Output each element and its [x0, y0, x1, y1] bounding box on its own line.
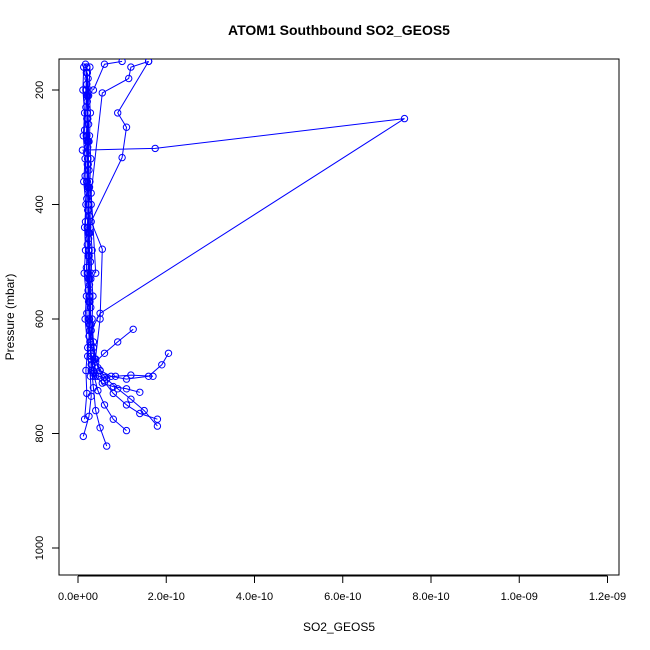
x-axis: 0.0e+00 2.0e-10 4.0e-10 6.0e-10 8.0e-10 1.0e-…: [58, 575, 626, 603]
data-point: [84, 200, 92, 209]
data-point: [153, 415, 162, 423]
series-11: [78, 114, 409, 375]
data-point: [136, 388, 144, 396]
data-point: [96, 315, 104, 323]
data-point: [109, 382, 118, 391]
series-line: [90, 61, 150, 377]
data-point: [98, 245, 107, 253]
data-point: [98, 89, 107, 97]
x-tick-label: 8.0e-10: [412, 591, 449, 603]
x-tick-label: 4.0e-10: [236, 591, 273, 603]
data-point: [84, 223, 92, 232]
y-axis-label: Pressure (mbar): [3, 274, 17, 361]
plot-frame: [58, 58, 620, 576]
x-axis-label: SO2_GEOS5: [303, 620, 375, 634]
data-point: [400, 114, 409, 123]
y-tick-label: 400: [34, 195, 46, 213]
data-point: [84, 155, 92, 163]
series-10: [82, 63, 137, 366]
data-point: [127, 63, 135, 71]
data-point: [92, 406, 100, 415]
series-14: [89, 59, 126, 94]
data-point: [87, 326, 95, 335]
data-point: [125, 74, 133, 83]
data-point: [118, 59, 126, 66]
data-point: [96, 366, 104, 375]
data-point: [107, 372, 115, 380]
data-point: [85, 315, 93, 323]
data-point: [109, 415, 118, 423]
data-point: [83, 177, 92, 186]
data-point: [83, 69, 92, 77]
data-point: [83, 109, 92, 117]
series-line: [92, 60, 123, 91]
data-point: [144, 59, 153, 66]
data-point: [83, 132, 91, 140]
data-point: [86, 343, 95, 352]
x-tick-label: 2.0e-10: [148, 591, 185, 603]
x-tick-label: 1.0e-09: [501, 591, 538, 603]
x-tick-label: 0.0e+00: [58, 591, 98, 603]
series-12: [87, 59, 153, 380]
data-point: [114, 338, 122, 346]
data-point: [83, 63, 91, 71]
data-point: [84, 246, 93, 255]
data-point: [164, 349, 173, 357]
y-tick-label: 600: [34, 310, 46, 328]
data-point: [118, 153, 126, 162]
data-point: [140, 406, 148, 415]
data-point: [100, 60, 109, 68]
data-point: [82, 86, 91, 94]
series-13: [87, 59, 153, 277]
x-tick-label: 6.0e-10: [324, 591, 361, 603]
series-line: [86, 72, 158, 420]
data-point: [122, 123, 131, 131]
y-tick-label: 200: [34, 81, 46, 99]
data-point: [87, 218, 95, 226]
data-point: [103, 442, 111, 450]
data-point: [79, 432, 88, 441]
data-point: [153, 422, 162, 430]
data-point: [114, 109, 122, 117]
data-point: [122, 401, 131, 409]
y-tick-label: 800: [34, 424, 46, 442]
data-point: [144, 372, 153, 380]
data-point: [85, 292, 94, 300]
series-5: [83, 69, 162, 423]
data-point: [85, 412, 93, 420]
data-point: [127, 395, 135, 403]
data-point: [94, 386, 102, 395]
data-point: [114, 385, 122, 393]
data-point: [82, 366, 90, 375]
data-point: [84, 269, 92, 277]
data-point: [89, 372, 98, 380]
data-point: [78, 146, 87, 154]
series-line: [82, 118, 405, 371]
data-point: [89, 86, 98, 94]
x-tick-label: 1.2e-09: [589, 591, 626, 603]
y-axis: 200 400 600 800 1000: [34, 81, 60, 560]
data-point: [92, 269, 100, 277]
data-point: [129, 325, 137, 333]
data-point: [100, 349, 109, 357]
series-line: [85, 72, 140, 393]
data-point: [122, 385, 131, 393]
series-9: [83, 69, 173, 383]
y-tick-label: 1000: [34, 536, 46, 560]
data-point: [122, 426, 131, 435]
series-line: [90, 60, 149, 274]
data-point: [151, 144, 159, 153]
series-line: [85, 67, 154, 378]
data-point: [86, 338, 94, 346]
series-line: [85, 67, 134, 363]
data-point: [87, 189, 95, 197]
plot-area: [78, 59, 409, 450]
data-point: [122, 375, 131, 383]
chart-title: ATOM1 Southbound SO2_GEOS5: [228, 22, 450, 38]
data-point: [96, 424, 104, 432]
data-point: [100, 401, 109, 409]
data-point: [158, 361, 166, 369]
